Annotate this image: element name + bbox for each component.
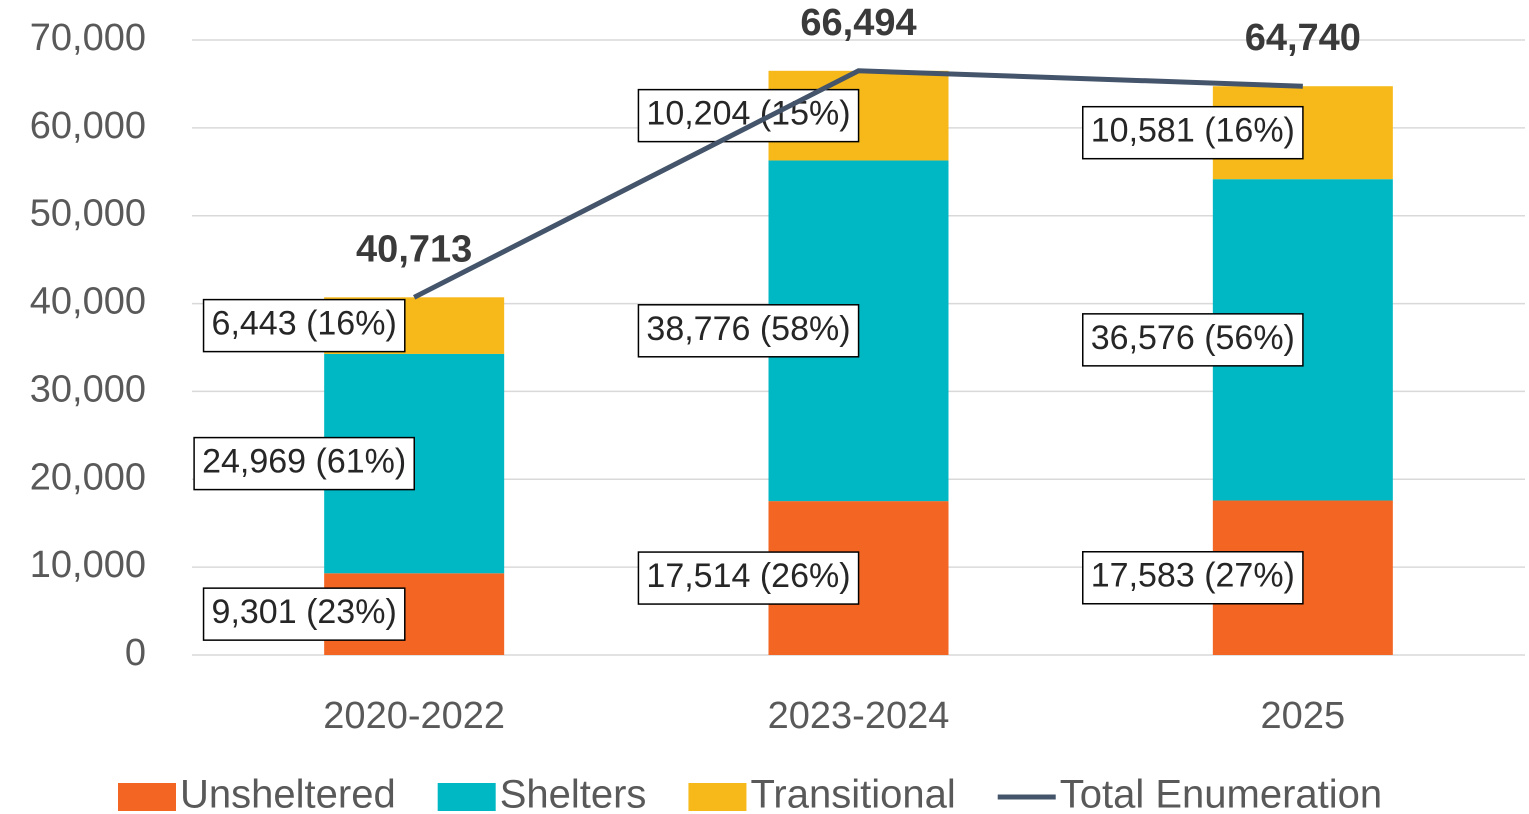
data-label-text: 6,443 (16%) [212, 305, 397, 343]
data-label-text: 17,514 (26%) [646, 557, 850, 595]
total-label: 64,740 [1245, 17, 1361, 59]
data-label: 36,576 (56%) [1082, 313, 1304, 367]
data-label-box [637, 88, 860, 143]
y-tick-label: 0 [125, 632, 146, 674]
data-label-box [637, 551, 860, 605]
data-label-text: 17,583 (27%) [1091, 557, 1295, 595]
data-label: 17,514 (26%) [637, 551, 860, 605]
x-tick-label: 2020-2022 [323, 695, 505, 737]
data-label-text: 10,581 (16%) [1091, 112, 1295, 150]
data-label: 24,969 (61%) [193, 436, 415, 491]
x-tick-label: 2025 [1261, 695, 1346, 737]
data-label-box [637, 304, 860, 358]
legend-item: Shelters [437, 773, 647, 814]
legend-label: Total Enumeration [1060, 773, 1382, 814]
data-label-box [1082, 105, 1304, 160]
legend-label: Unsheltered [180, 773, 396, 814]
y-tick-label: 30,000 [30, 368, 146, 410]
data-labels: 9,301 (23%) 17,514 (26%) 17,583 (27%) 24,96… [193, 88, 1304, 641]
data-label-box [202, 298, 406, 353]
data-label: 17,583 (27%) [1082, 551, 1304, 605]
data-label-box [193, 436, 415, 491]
legend-swatch [118, 783, 176, 811]
data-label: 10,204 (15%) [637, 88, 860, 143]
y-tick-label: 40,000 [30, 281, 146, 323]
legend-swatch [437, 783, 496, 811]
legend-label: Shelters [500, 773, 647, 814]
data-label-text: 24,969 (61%) [202, 443, 406, 481]
line [413, 68, 1303, 300]
total-label: 66,494 [800, 2, 916, 44]
data-label: 38,776 (58%) [637, 304, 860, 358]
legend-label: Transitional [750, 773, 955, 814]
x-tick-label: 2023-2024 [768, 695, 950, 737]
data-label-text: 38,776 (58%) [646, 310, 850, 348]
legend-item: Total Enumeration [997, 773, 1382, 814]
legend-item: Transitional [688, 773, 956, 814]
y-tick-label: 10,000 [30, 544, 146, 586]
data-label-box [1082, 551, 1304, 605]
y-tick-label: 20,000 [30, 456, 146, 498]
y-tick-label: 60,000 [30, 105, 146, 147]
data-label: 10,581 (16%) [1082, 105, 1304, 160]
data-label-text: 9,301 (23%) [212, 593, 397, 631]
y-tick-label: 70,000 [30, 17, 146, 59]
data-label: 9,301 (23%) [202, 587, 406, 641]
y-tick-label: 50,000 [30, 193, 146, 235]
legend-item: Unsheltered [118, 773, 396, 814]
total-label: 40,713 [356, 228, 472, 270]
data-label-box [202, 587, 406, 641]
legend-swatch [688, 783, 747, 811]
data-label-text: 36,576 (56%) [1091, 319, 1295, 357]
data-label-box [1082, 313, 1304, 367]
data-label: 6,443 (16%) [202, 298, 406, 353]
